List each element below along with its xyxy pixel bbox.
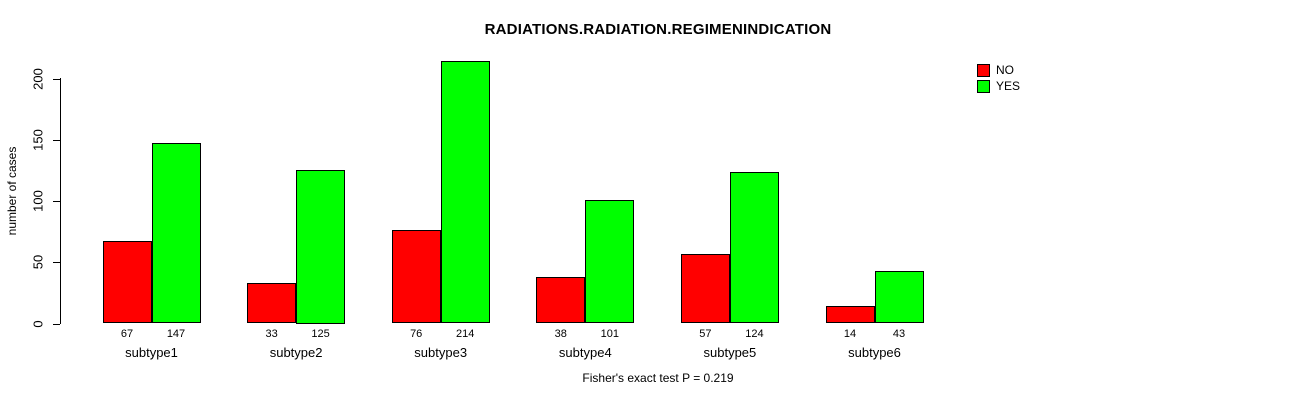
- bar-value-label: 125: [311, 327, 330, 340]
- legend-swatch-yes: [977, 79, 990, 93]
- legend-label: NO: [996, 63, 1014, 77]
- legend-item-yes: YES: [977, 78, 1020, 94]
- bar-value-label: 57: [699, 327, 712, 340]
- bar-value-label: 147: [166, 327, 186, 340]
- y-tick-label: 50: [30, 255, 46, 270]
- bar-value-label: 38: [554, 327, 567, 340]
- bar-no-subtype6: [825, 306, 875, 324]
- bar-value-label: 67: [120, 327, 134, 340]
- chart-title: RADIATIONS.RADIATION.REGIMENINDICATION: [484, 21, 832, 38]
- category-label-subtype5: subtype5: [703, 344, 757, 360]
- category-label-subtype1: subtype1: [125, 344, 178, 360]
- y-tick-mark: [53, 78, 60, 80]
- bar-no-subtype4: [536, 276, 586, 324]
- y-tick-mark: [53, 201, 60, 202]
- bar-no-subtype3: [391, 230, 441, 324]
- category-label-subtype4: subtype4: [558, 344, 612, 360]
- bar-value-label: 43: [892, 327, 906, 340]
- category-label-subtype6: subtype6: [848, 344, 901, 360]
- y-tick-label: 150: [30, 128, 46, 151]
- y-tick-mark: [53, 139, 60, 141]
- y-tick-label: 200: [30, 67, 46, 90]
- y-axis-label: number of cases: [5, 146, 19, 236]
- bar-value-label: 214: [456, 327, 475, 340]
- category-label-subtype2: subtype2: [269, 344, 323, 360]
- bar-no-subtype1: [102, 241, 152, 324]
- fisher-test-footer: Fisher's exact test P = 0.219: [582, 371, 734, 385]
- bar-yes-subtype6: [874, 270, 924, 324]
- bar-no-subtype2: [247, 283, 297, 324]
- bar-value-label: 76: [410, 327, 423, 340]
- bar-no-subtype5: [680, 253, 730, 324]
- bar-yes-subtype1: [151, 143, 201, 324]
- category-label-subtype3: subtype3: [414, 344, 468, 360]
- legend-item-no: NO: [977, 62, 1020, 78]
- bar-yes-subtype5: [729, 171, 779, 324]
- bar-yes-subtype3: [440, 61, 490, 324]
- y-axis-line: [60, 78, 61, 324]
- legend: NO YES: [977, 62, 1020, 94]
- bar-yes-subtype2: [296, 170, 346, 324]
- bar-value-label: 124: [745, 327, 764, 340]
- y-tick-label: 0: [30, 319, 46, 328]
- y-tick-label: 100: [30, 190, 46, 212]
- bar-value-label: 14: [843, 327, 857, 340]
- legend-swatch-no: [977, 63, 990, 77]
- legend-label: YES: [996, 79, 1021, 93]
- bar-value-label: 33: [265, 327, 278, 340]
- y-tick-mark: [53, 262, 60, 264]
- bar-yes-subtype4: [585, 199, 635, 324]
- y-tick-mark: [53, 323, 60, 325]
- bar-value-label: 101: [600, 327, 619, 340]
